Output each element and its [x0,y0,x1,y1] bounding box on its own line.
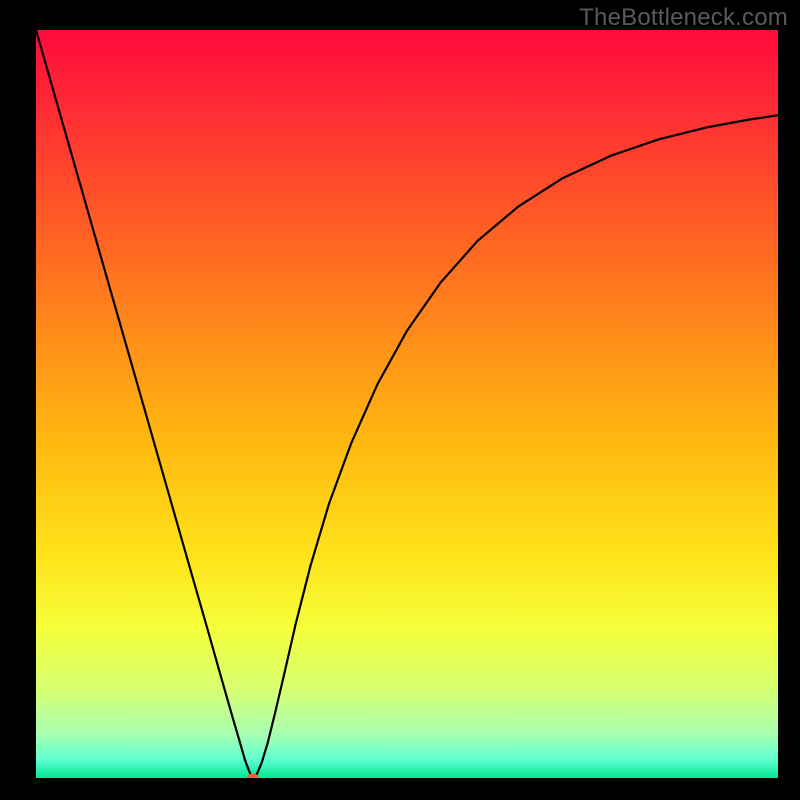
plot-svg [36,30,778,778]
watermark-text: TheBottleneck.com [579,4,788,32]
plot-area [36,30,778,778]
gradient-background [36,30,778,778]
